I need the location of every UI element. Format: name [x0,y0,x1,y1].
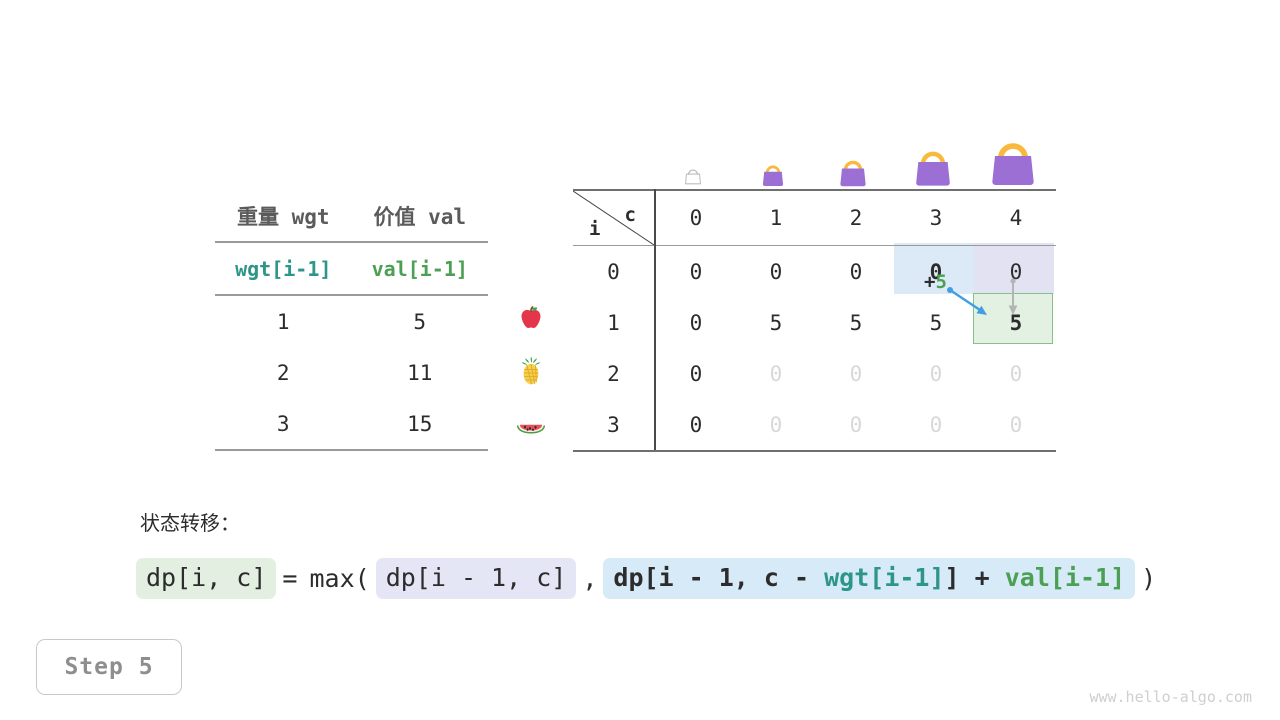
apple-icon [508,294,554,345]
dp-cell-0-0: 0 [689,259,703,284]
formula-arg-take: dp[i - 1, c - wgt[i-1]] + val[i-1] [603,558,1136,599]
item-weight-1: 1 [276,309,290,334]
table-row: 3 0 0 0 0 0 [573,399,1056,452]
dp-cell-0-4: 0 [1009,259,1023,284]
fruit-icon-column [508,294,554,447]
handbag-icon-svg-4 [992,143,1034,186]
dp-row-header-0: 0 [573,245,656,297]
dp-cell-2-0: 0 [689,361,703,386]
formula-equals: = [282,564,298,593]
dp-row-header-1: 1 [573,297,656,348]
watermelon-icon-svg [517,424,545,433]
items-table-header-row: 重量 wgt 价值 val [215,190,488,243]
item-weight-2: 2 [276,360,290,385]
dp-table-header-row: c i 0 1 2 3 4 [573,189,1056,246]
handbag-icon-1 [733,158,813,188]
item-value-2: 11 [407,360,433,385]
formula-arg-skip: dp[i - 1, c] [375,558,577,599]
dp-table-wrapper: c i 0 1 2 3 4 0 0 0 0 0 0 1 0 5 [573,189,1056,452]
item-value-3: 15 [351,398,488,451]
pineapple-icon-svg [521,356,541,384]
dp-cell-2-1: 0 [769,361,783,386]
dp-cell-2-2: 0 [849,361,863,386]
bag-capacity-icons [653,120,1053,188]
items-subheader-val: val[i-1] [351,242,488,296]
item-weight-3: 3 [215,398,352,451]
items-header-weight: 重量 wgt [215,190,352,243]
dp-cell-0-1: 0 [769,259,783,284]
item-value-1: 5 [413,309,427,334]
items-table: 重量 wgt 价值 val wgt[i-1] val[i-1] 1 5 2 11… [215,190,488,451]
items-header-value: 价值 val [351,190,488,243]
plus-sign: + [924,271,936,293]
handbag-icon-4 [973,129,1053,188]
dp-cell-2-3: 0 [929,361,943,386]
dp-row-header-2: 2 [573,348,656,399]
items-table-subheader-row: wgt[i-1] val[i-1] [215,242,488,296]
table-row: 2 0 0 0 0 0 [573,348,1056,399]
dp-cell-3-1: 0 [736,399,816,452]
dp-col-header-1: 1 [736,189,816,246]
handbag-icon-svg-1 [762,165,784,186]
state-transition-formula: dp[i, c] = max( dp[i - 1, c] , dp[i - 1,… [136,558,1162,599]
dp-corner-header: c i [573,189,656,246]
formula-arg-take-mid: ] + [944,563,1005,592]
apple-icon-svg [521,305,541,328]
dp-cell-3-0: 0 [655,399,736,452]
formula-comma: , [582,564,598,593]
dp-col-header-4: 4 [976,189,1056,246]
dp-col-header-0: 0 [655,189,736,246]
formula-max-open: max( [309,564,370,593]
formula-token-wgt: wgt[i-1] [824,563,945,592]
table-row: 0 0 0 0 0 0 [573,245,1056,297]
dp-cell-1-1: 5 [769,310,783,335]
handbag-icon-2 [813,152,893,188]
dp-corner-row-label: i [589,218,601,240]
watermark: www.hello-algo.com [1089,688,1252,706]
table-row: 2 11 [215,347,488,398]
dp-corner-col-label: c [624,204,636,226]
table-row: 3 15 [215,398,488,451]
dp-row-header-3: 3 [573,399,656,452]
dp-cell-3-3: 0 [896,399,976,452]
dp-table: c i 0 1 2 3 4 0 0 0 0 0 0 1 0 5 [573,189,1056,452]
formula-token-val: val[i-1] [1004,563,1126,592]
dp-col-header-2: 2 [816,189,896,246]
dp-cell-1-0: 0 [689,310,703,335]
handbag-icon-svg-0 [685,169,701,185]
dp-col-header-3: 3 [896,189,976,246]
highlight-cell-prev-row-cap4 [974,243,1054,294]
dp-cell-1-4: 5 [1009,310,1023,335]
dp-cell-0-2: 0 [849,259,863,284]
dp-cell-3-2: 0 [816,399,896,452]
state-transition-label: 状态转移： [140,511,240,535]
handbag-icon-3 [893,140,973,188]
pineapple-icon [508,345,554,396]
watermelon-icon [508,396,554,447]
diagonal-divider-icon [573,191,654,245]
dp-cell-1-3: 5 [929,310,943,335]
dp-cell-3-4: 0 [976,399,1056,452]
plus-value: 5 [935,271,947,293]
table-row: 1 0 5 5 5 5 [573,297,1056,348]
formula-close: ) [1141,564,1157,593]
status-badge: Step 5 [36,639,182,695]
dp-cell-0-3: 0 [929,259,943,284]
handbag-icon-svg-2 [840,160,866,187]
dp-cell-1-2: 5 [849,310,863,335]
formula-arg-take-prefix: dp[i - 1, c - [613,563,825,592]
handbag-icon-0 [653,164,733,188]
highlight-cell-prev-row-cap3 [894,243,974,294]
handbag-icon-svg-3 [916,151,950,186]
table-row: 1 5 [215,295,488,347]
dp-cell-2-4: 0 [1009,361,1023,386]
items-subheader-wgt: wgt[i-1] [215,242,352,296]
plus-value-annotation: +5 [924,271,947,293]
formula-target: dp[i, c] [136,558,277,599]
